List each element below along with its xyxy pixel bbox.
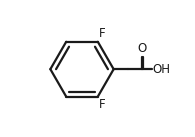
Text: OH: OH [152, 63, 170, 76]
Text: O: O [137, 42, 146, 55]
Text: F: F [99, 27, 105, 40]
Text: F: F [99, 98, 105, 111]
